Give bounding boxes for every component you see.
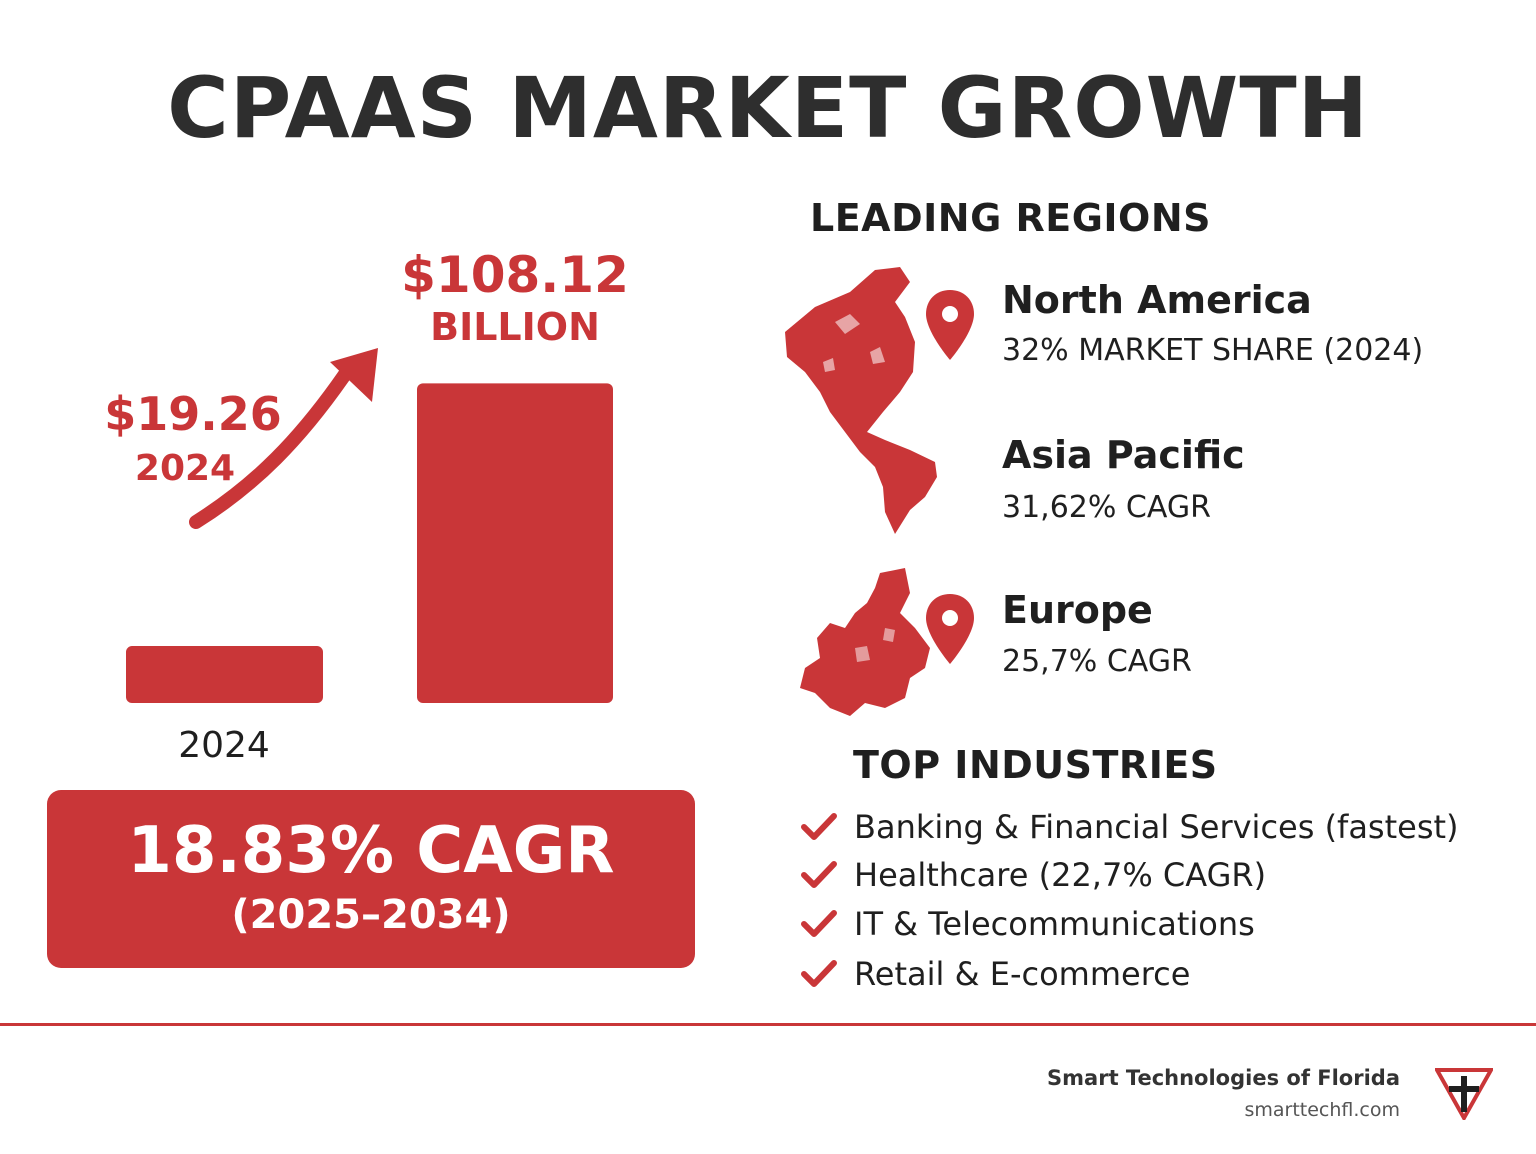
industry-label: IT & Telecommunications xyxy=(854,905,1255,943)
industry-item: Retail & E-commerce xyxy=(800,951,1190,997)
region-name: Asia Pacific xyxy=(1002,433,1245,477)
bar1-value-label: $19.26 xyxy=(104,387,282,441)
europe-map-icon xyxy=(800,568,930,716)
north-america-pin-icon xyxy=(926,290,974,360)
x-axis-label: 2024 xyxy=(178,725,270,766)
region-stat: 31,62% CAGR xyxy=(1002,490,1211,525)
growth-arrow-icon xyxy=(189,363,355,529)
bar-2024 xyxy=(126,646,323,703)
cagr-value: 18.83% CAGR xyxy=(127,814,615,888)
company-logo-icon xyxy=(1435,1068,1493,1120)
check-icon xyxy=(801,813,837,840)
cagr-box: 18.83% CAGR (2025–2034) xyxy=(47,790,695,968)
americas-map-icon xyxy=(785,267,937,534)
region-name: Europe xyxy=(1002,588,1153,632)
industry-label: Banking & Financial Services (fastest) xyxy=(854,808,1459,846)
region-name: North America xyxy=(1002,278,1312,322)
arrow-head-icon xyxy=(330,348,378,402)
check-icon xyxy=(801,910,837,937)
region-stat: 32% MARKET SHARE (2024) xyxy=(1002,333,1424,368)
company-name: Smart Technologies of Florida xyxy=(1047,1066,1400,1090)
industry-label: Retail & E-commerce xyxy=(854,955,1191,993)
check-icon xyxy=(801,960,837,987)
page-title: CPAAS MARKET GROWTH xyxy=(167,59,1369,157)
industries-heading: TOP INDUSTRIES xyxy=(853,743,1218,787)
bar2-unit-label: BILLION xyxy=(430,305,600,349)
europe-pin-icon xyxy=(926,594,974,664)
bar2-value-label: $108.12 xyxy=(401,246,629,304)
company-website[interactable]: smarttechfl.com xyxy=(1244,1099,1400,1121)
industry-item: Healthcare (22,7% CAGR) xyxy=(800,852,1266,898)
bar-chart: $19.26 2024 $108.12 BILLION 2024 xyxy=(104,246,629,766)
industry-item: Banking & Financial Services (fastest) xyxy=(800,804,1459,850)
cagr-period: (2025–2034) xyxy=(231,892,511,939)
region-stat: 25,7% CAGR xyxy=(1002,644,1192,679)
check-icon xyxy=(801,861,837,888)
industry-label: Healthcare (22,7% CAGR) xyxy=(854,856,1267,894)
industry-item: IT & Telecommunications xyxy=(800,901,1255,947)
bar1-year-label: 2024 xyxy=(135,448,235,489)
bar-forecast xyxy=(417,383,613,703)
regions-heading: LEADING REGIONS xyxy=(810,196,1212,240)
footer-divider xyxy=(0,1023,1536,1026)
